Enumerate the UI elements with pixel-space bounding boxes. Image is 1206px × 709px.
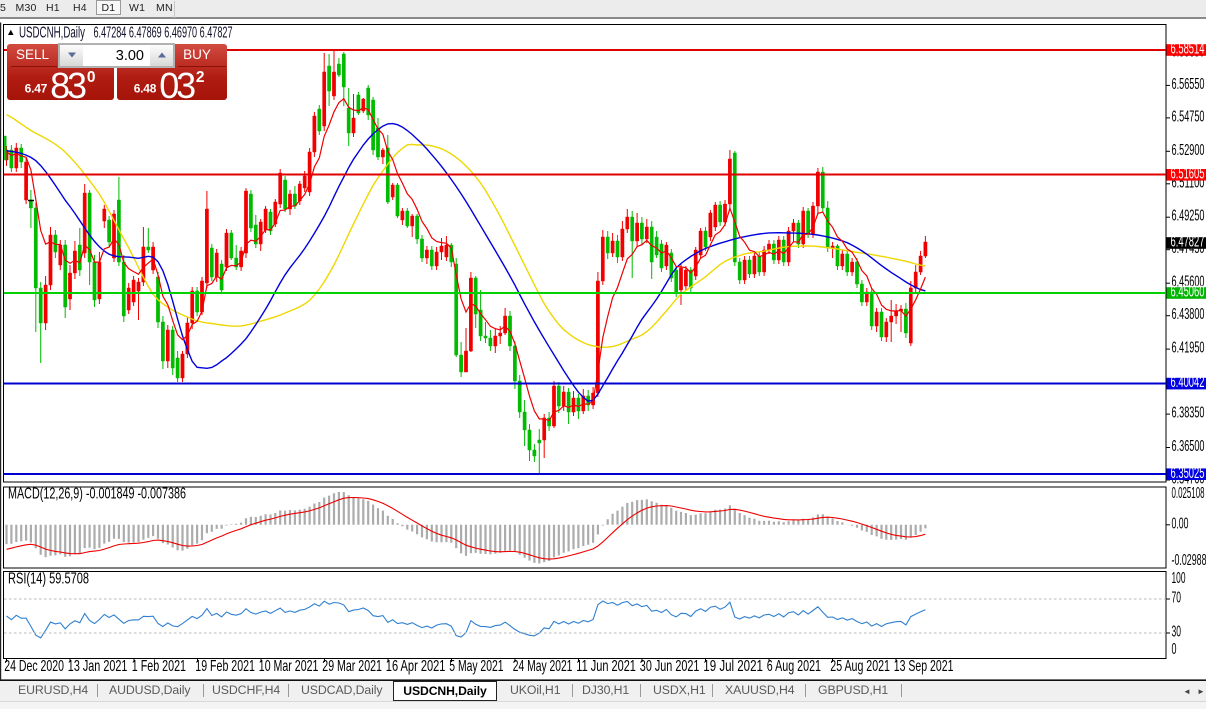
svg-text:19 Feb 2021: 19 Feb 2021 — [195, 658, 255, 675]
svg-text:6.54750: 6.54750 — [1172, 108, 1205, 125]
svg-text:25 Aug 2021: 25 Aug 2021 — [830, 658, 890, 675]
svg-text:USDCNH,Daily: USDCNH,Daily — [19, 25, 85, 42]
svg-text:6.36500: 6.36500 — [1172, 438, 1205, 455]
svg-text:6 Aug 2021: 6 Aug 2021 — [767, 658, 821, 675]
svg-text:6.38350: 6.38350 — [1172, 405, 1205, 422]
svg-text:13 Jan 2021: 13 Jan 2021 — [68, 658, 128, 675]
svg-text:6.49250: 6.49250 — [1172, 208, 1205, 225]
svg-text:6.51605: 6.51605 — [1171, 165, 1205, 182]
svg-text:24 Dec 2020: 24 Dec 2020 — [4, 658, 64, 675]
svg-text:6.40042: 6.40042 — [1171, 374, 1205, 391]
svg-text:MACD(12,26,9) -0.001849 -0.007: MACD(12,26,9) -0.001849 -0.007386 — [8, 486, 186, 503]
svg-text:5 May 2021: 5 May 2021 — [449, 658, 503, 675]
svg-text:6.41950: 6.41950 — [1172, 340, 1205, 357]
svg-text:6.43800: 6.43800 — [1172, 306, 1205, 323]
svg-text:0.00: 0.00 — [1172, 515, 1189, 532]
svg-text:0: 0 — [1172, 641, 1177, 658]
svg-text:1 Feb 2021: 1 Feb 2021 — [132, 658, 186, 675]
svg-text:6.35025: 6.35025 — [1171, 465, 1205, 482]
svg-text:6.56550: 6.56550 — [1172, 76, 1205, 93]
svg-text:6.52900: 6.52900 — [1172, 142, 1205, 159]
svg-text:RSI(14) 59.5708: RSI(14) 59.5708 — [8, 571, 89, 588]
svg-text:30: 30 — [1172, 624, 1182, 641]
svg-text:6.47827: 6.47827 — [1171, 234, 1205, 251]
svg-text:16 Apr 2021: 16 Apr 2021 — [386, 658, 446, 675]
svg-text:13 Sep 2021: 13 Sep 2021 — [894, 658, 954, 675]
svg-text:24 May 2021: 24 May 2021 — [513, 658, 573, 675]
svg-text:6.47284 6.47869 6.46970 6.4782: 6.47284 6.47869 6.46970 6.47827 — [94, 25, 233, 42]
svg-text:11 Jun 2021: 11 Jun 2021 — [576, 658, 636, 675]
svg-text:70: 70 — [1172, 590, 1182, 607]
svg-text:6.58514: 6.58514 — [1171, 41, 1205, 58]
svg-text:29 Mar 2021: 29 Mar 2021 — [322, 658, 382, 675]
svg-text:-0.02988: -0.02988 — [1172, 552, 1206, 569]
svg-text:19 Jul 2021: 19 Jul 2021 — [703, 658, 763, 675]
svg-text:6.45060: 6.45060 — [1171, 284, 1205, 301]
svg-text:10 Mar 2021: 10 Mar 2021 — [259, 658, 319, 675]
svg-text:0.025108: 0.025108 — [1172, 485, 1205, 502]
svg-text:6.45600: 6.45600 — [1172, 274, 1205, 291]
svg-text:100: 100 — [1172, 570, 1186, 587]
svg-text:30 Jun 2021: 30 Jun 2021 — [640, 658, 700, 675]
